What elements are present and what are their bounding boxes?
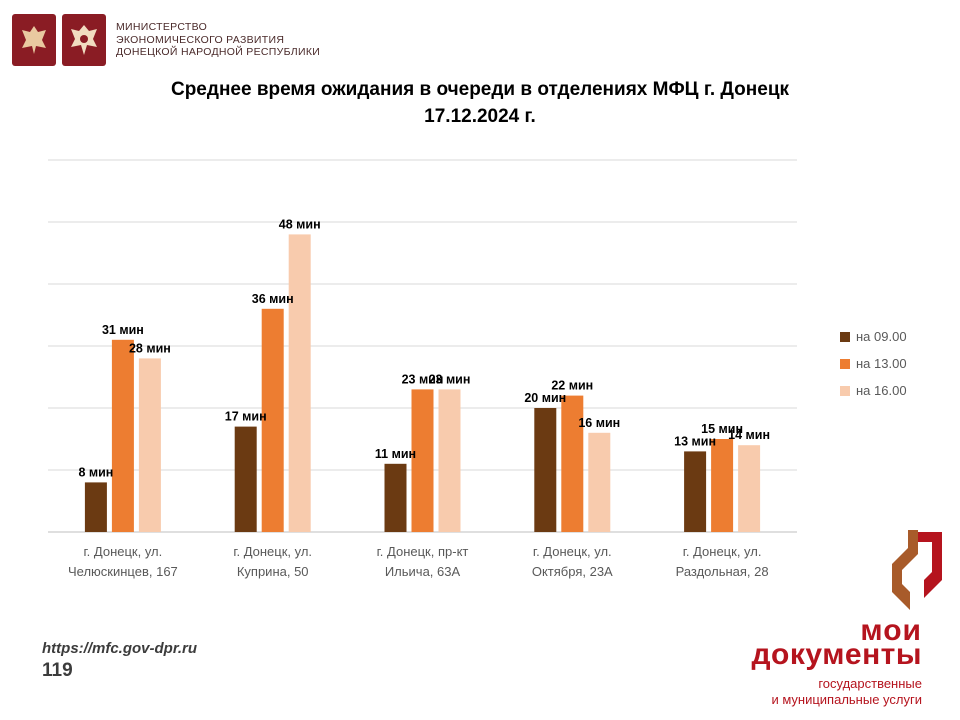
bar [84, 482, 107, 532]
data-label: 17 мин [225, 410, 267, 424]
header: МИНИСТЕРСТВО ЭКОНОМИЧЕСКОГО РАЗВИТИЯ ДОН… [12, 14, 320, 66]
data-label: 20 мин [524, 391, 566, 405]
ministry-line-2: ЭКОНОМИЧЕСКОГО РАЗВИТИЯ [116, 33, 285, 46]
legend-swatch [840, 386, 850, 396]
category-tick-label: Куприна, 50 [237, 564, 309, 579]
category-tick-label: г. Донецк, ул. [233, 544, 312, 559]
bar [588, 432, 611, 532]
brand-block: мои документы государственные и муниципа… [718, 530, 948, 720]
legend-label: на 13.00 [856, 356, 907, 371]
chart-title-line-2: 17.12.2024 г. [424, 106, 536, 127]
data-label: 28 мин [129, 341, 171, 355]
brand-subtitle-line-1: государственные [818, 676, 922, 691]
bar [738, 445, 761, 532]
data-label: 31 мин [102, 323, 144, 337]
bar [684, 451, 707, 532]
chart-title-line-1: Среднее время ожидания в очереди в отдел… [170, 79, 790, 100]
brand-subtitle-line-2: и муниципальные услуги [771, 692, 922, 707]
category-tick-label: Раздольная, 28 [676, 564, 769, 579]
chart-bars [84, 234, 761, 532]
category-tick-label: Октября, 23А [532, 564, 613, 579]
data-label: 16 мин [578, 416, 620, 430]
site-url[interactable]: https://mfc.gov-dpr.ru [42, 640, 197, 657]
moi-dokumenty-logo-icon [892, 530, 942, 610]
brand-name-line-1: мои [860, 614, 922, 647]
bar [288, 234, 311, 532]
data-label: 48 мин [279, 217, 321, 231]
bar [261, 308, 284, 532]
chart-grid [48, 159, 797, 533]
ministry-line-1: МИНИСТЕРСТВО [116, 21, 208, 34]
data-label: 22 мин [551, 379, 593, 393]
legend-label: на 09.00 [856, 329, 907, 344]
category-tick-label: Ильича, 63А [385, 564, 461, 579]
data-label: 23 мин [402, 372, 444, 386]
category-tick-label: г. Донецк, ул. [683, 544, 762, 559]
bar [711, 439, 734, 532]
bar [111, 339, 134, 532]
category-tick-label: г. Донецк, ул. [533, 544, 612, 559]
ministry-name: МИНИСТЕРСТВО ЭКОНОМИЧЕСКОГО РАЗВИТИЯ ДОН… [116, 21, 320, 59]
category-tick-label: г. Донецк, пр-кт [377, 544, 469, 559]
data-label: 14 мин [728, 428, 770, 442]
chart-legend: на 09.00 на 13.00 на 16.00 [840, 329, 907, 398]
bar [438, 389, 461, 532]
data-label: 23 мин [429, 372, 471, 386]
bar [384, 463, 407, 532]
data-label: 11 мин [375, 447, 416, 461]
bar [234, 426, 257, 532]
page-number: 119 [42, 660, 73, 681]
bar [561, 395, 584, 532]
ministry-line-3: ДОНЕЦКОЙ НАРОДНОЙ РЕСПУБЛИКИ [116, 46, 321, 59]
chart-category-labels: г. Донецк, ул. Челюскинцев, 167 г. Донецк,… [68, 544, 769, 579]
category-tick-label: г. Донецк, ул. [84, 544, 163, 559]
bar [534, 408, 557, 532]
legend-label: на 16.00 [856, 383, 907, 398]
data-label: 13 мин [674, 434, 716, 448]
category-tick-label: Челюскинцев, 167 [68, 564, 178, 579]
dpr-emblem-icon [62, 14, 106, 66]
legend-swatch [840, 359, 850, 369]
bar [411, 389, 434, 532]
legend-swatch [840, 332, 850, 342]
data-label: 8 мин [78, 465, 113, 479]
chart-title: Среднее время ожидания в очереди в отдел… [60, 76, 900, 130]
data-label: 36 мин [252, 292, 294, 306]
bar [138, 358, 161, 532]
chart-value-labels: 8 мин 31 мин 28 мин 17 мин 36 мин 48 мин 11 ми… [78, 217, 770, 479]
brand-name-line-2: документы [751, 638, 922, 671]
data-label: 15 мин [701, 422, 743, 436]
russia-emblem-icon [12, 14, 56, 66]
